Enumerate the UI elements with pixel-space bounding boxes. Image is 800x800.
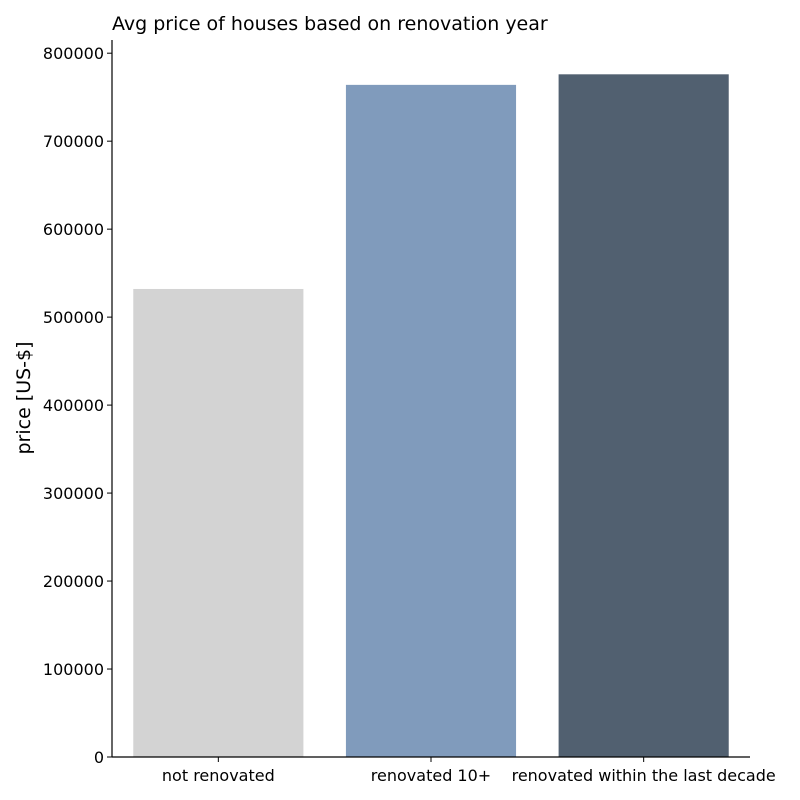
y-tick-label: 500000 xyxy=(43,308,104,327)
bar xyxy=(558,74,729,757)
y-tick-label: 300000 xyxy=(43,484,104,503)
y-tick-label: 400000 xyxy=(43,396,104,415)
y-tick-label: 200000 xyxy=(43,572,104,591)
x-tick-label: renovated within the last decade xyxy=(512,766,776,785)
y-axis-label: price [US-$] xyxy=(13,341,35,454)
bar xyxy=(345,84,517,758)
y-tick-label: 100000 xyxy=(43,660,104,679)
y-tick-label: 0 xyxy=(94,748,104,767)
plot-area: 0 100000 200000 300000 400000 500000 600000 700… xyxy=(43,40,776,785)
x-tick-label: renovated 10+ xyxy=(371,766,491,785)
x-tick-label: not renovated xyxy=(162,766,275,785)
bar xyxy=(133,288,304,757)
chart-title: Avg price of houses based on renovation … xyxy=(112,13,548,35)
y-tick-label: 700000 xyxy=(43,132,104,151)
y-tick-label: 600000 xyxy=(43,220,104,239)
y-tick-label: 800000 xyxy=(43,44,104,63)
